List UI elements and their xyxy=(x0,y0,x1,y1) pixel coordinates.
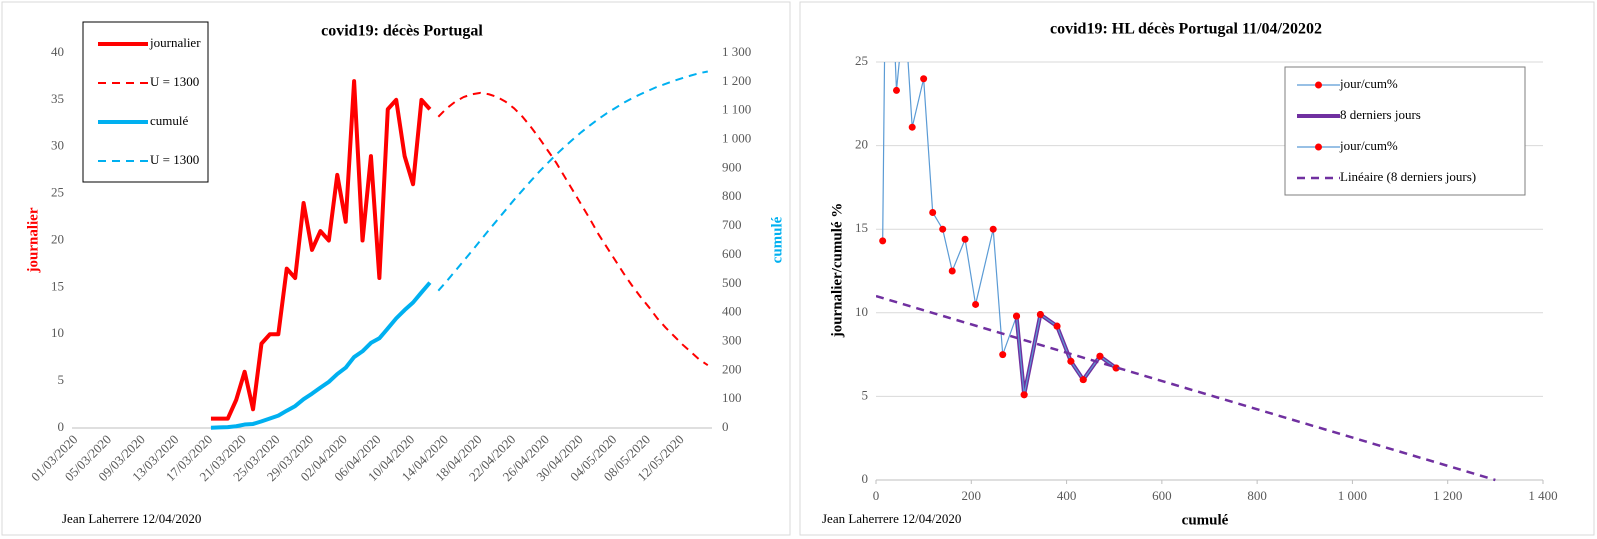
legend-label: 8 derniers jours xyxy=(1340,107,1421,122)
y-tick-label: 20 xyxy=(51,231,64,246)
y2-tick-label: 400 xyxy=(722,304,742,319)
y2-tick-label: 800 xyxy=(722,188,742,203)
y2-tick-label: 1 200 xyxy=(722,73,751,88)
x-tick-label: 1 400 xyxy=(1528,488,1557,503)
x-tick-label: 0 xyxy=(873,488,880,503)
x-tick-label: 800 xyxy=(1247,488,1267,503)
y2-tick-label: 1 000 xyxy=(722,131,751,146)
y2-tick-label: 300 xyxy=(722,332,742,347)
y-axis-title: journalier/cumulé % xyxy=(829,203,845,339)
x-tick-label: 1 200 xyxy=(1433,488,1462,503)
y-tick-label: 0 xyxy=(862,471,869,486)
y2-tick-label: 1 100 xyxy=(722,102,751,117)
legend-label: journalier xyxy=(149,35,201,50)
chart-panel: covid19: décès Portugal Jean Laherrere 12… xyxy=(1,1,791,536)
y-tick-label: 25 xyxy=(855,53,868,68)
y-tick-label: 30 xyxy=(51,138,64,153)
data-point xyxy=(999,351,1007,359)
y2-tick-label: 600 xyxy=(722,246,742,261)
y2-tick-label: 0 xyxy=(722,419,729,434)
x-tick-label: 600 xyxy=(1152,488,1172,503)
data-point xyxy=(961,235,969,243)
chart-panel: covid19: HL décès Portugal 11/04/20202 Je… xyxy=(799,1,1595,536)
y-tick-label: 25 xyxy=(51,185,64,200)
legend-label: Linéaire (8 derniers jours) xyxy=(1340,169,1476,184)
legend-label: jour/cum% xyxy=(1339,76,1398,91)
x-tick-label: 1 000 xyxy=(1338,488,1367,503)
series-line xyxy=(210,281,432,430)
series-line xyxy=(1015,313,1117,396)
y2-tick-label: 100 xyxy=(722,390,742,405)
data-point xyxy=(929,208,937,216)
data-point xyxy=(892,86,900,94)
series-line xyxy=(437,91,709,367)
series-line xyxy=(876,294,1496,482)
y2-tick-label: 700 xyxy=(722,217,742,232)
series-line xyxy=(210,79,432,421)
y-tick-label: 10 xyxy=(855,304,868,319)
data-point xyxy=(1013,312,1021,320)
plot-area xyxy=(876,62,1496,482)
y2-axis-title: cumulé xyxy=(769,216,785,263)
data-point xyxy=(1036,310,1044,318)
legend-label: jour/cum% xyxy=(1339,138,1398,153)
data-point xyxy=(908,123,916,131)
chart-title: covid19: HL décès Portugal 11/04/20202 xyxy=(1050,21,1322,38)
data-point xyxy=(939,225,947,233)
legend-label: cumulé xyxy=(150,113,188,128)
data-point xyxy=(879,237,887,245)
x-tick-label: 200 xyxy=(962,488,982,503)
data-point xyxy=(1096,352,1104,360)
y-tick-label: 0 xyxy=(58,419,65,434)
y-tick-label: 20 xyxy=(855,137,868,152)
legend-label: U = 1300 xyxy=(150,152,199,167)
plot-area xyxy=(210,70,709,430)
data-point xyxy=(1067,357,1075,365)
legend-box xyxy=(82,21,209,183)
legend-marker xyxy=(1315,81,1322,89)
data-point xyxy=(1053,322,1061,330)
y-tick-label: 40 xyxy=(51,44,64,59)
legend-box xyxy=(1284,66,1526,196)
y-tick-label: 15 xyxy=(855,220,868,235)
chart-title: covid19: décès Portugal xyxy=(321,23,483,40)
data-point xyxy=(920,75,928,83)
data-point xyxy=(972,300,980,308)
data-point xyxy=(1020,391,1028,399)
data-point xyxy=(1079,376,1087,384)
y2-tick-label: 200 xyxy=(722,361,742,376)
y-tick-label: 10 xyxy=(51,325,64,340)
legend-marker xyxy=(1315,143,1322,151)
legend-label: U = 1300 xyxy=(150,74,199,89)
y2-tick-label: 500 xyxy=(722,275,742,290)
data-point xyxy=(989,225,997,233)
data-point xyxy=(948,267,956,275)
y-axis-title: journalier xyxy=(25,207,41,273)
data-point xyxy=(1112,364,1120,372)
y-tick-label: 5 xyxy=(58,372,65,387)
footer: Jean Laherrere 12/04/2020 xyxy=(822,511,961,526)
y-tick-label: 15 xyxy=(51,278,64,293)
footer: Jean Laherrere 12/04/2020 xyxy=(62,511,201,526)
x-axis-title: cumulé xyxy=(1182,512,1229,528)
y-tick-label: 35 xyxy=(51,91,64,106)
y-tick-label: 5 xyxy=(862,387,869,402)
y2-tick-label: 1 300 xyxy=(722,44,751,59)
y2-tick-label: 900 xyxy=(722,159,742,174)
series-line xyxy=(437,70,708,292)
x-tick-label: 400 xyxy=(1057,488,1077,503)
